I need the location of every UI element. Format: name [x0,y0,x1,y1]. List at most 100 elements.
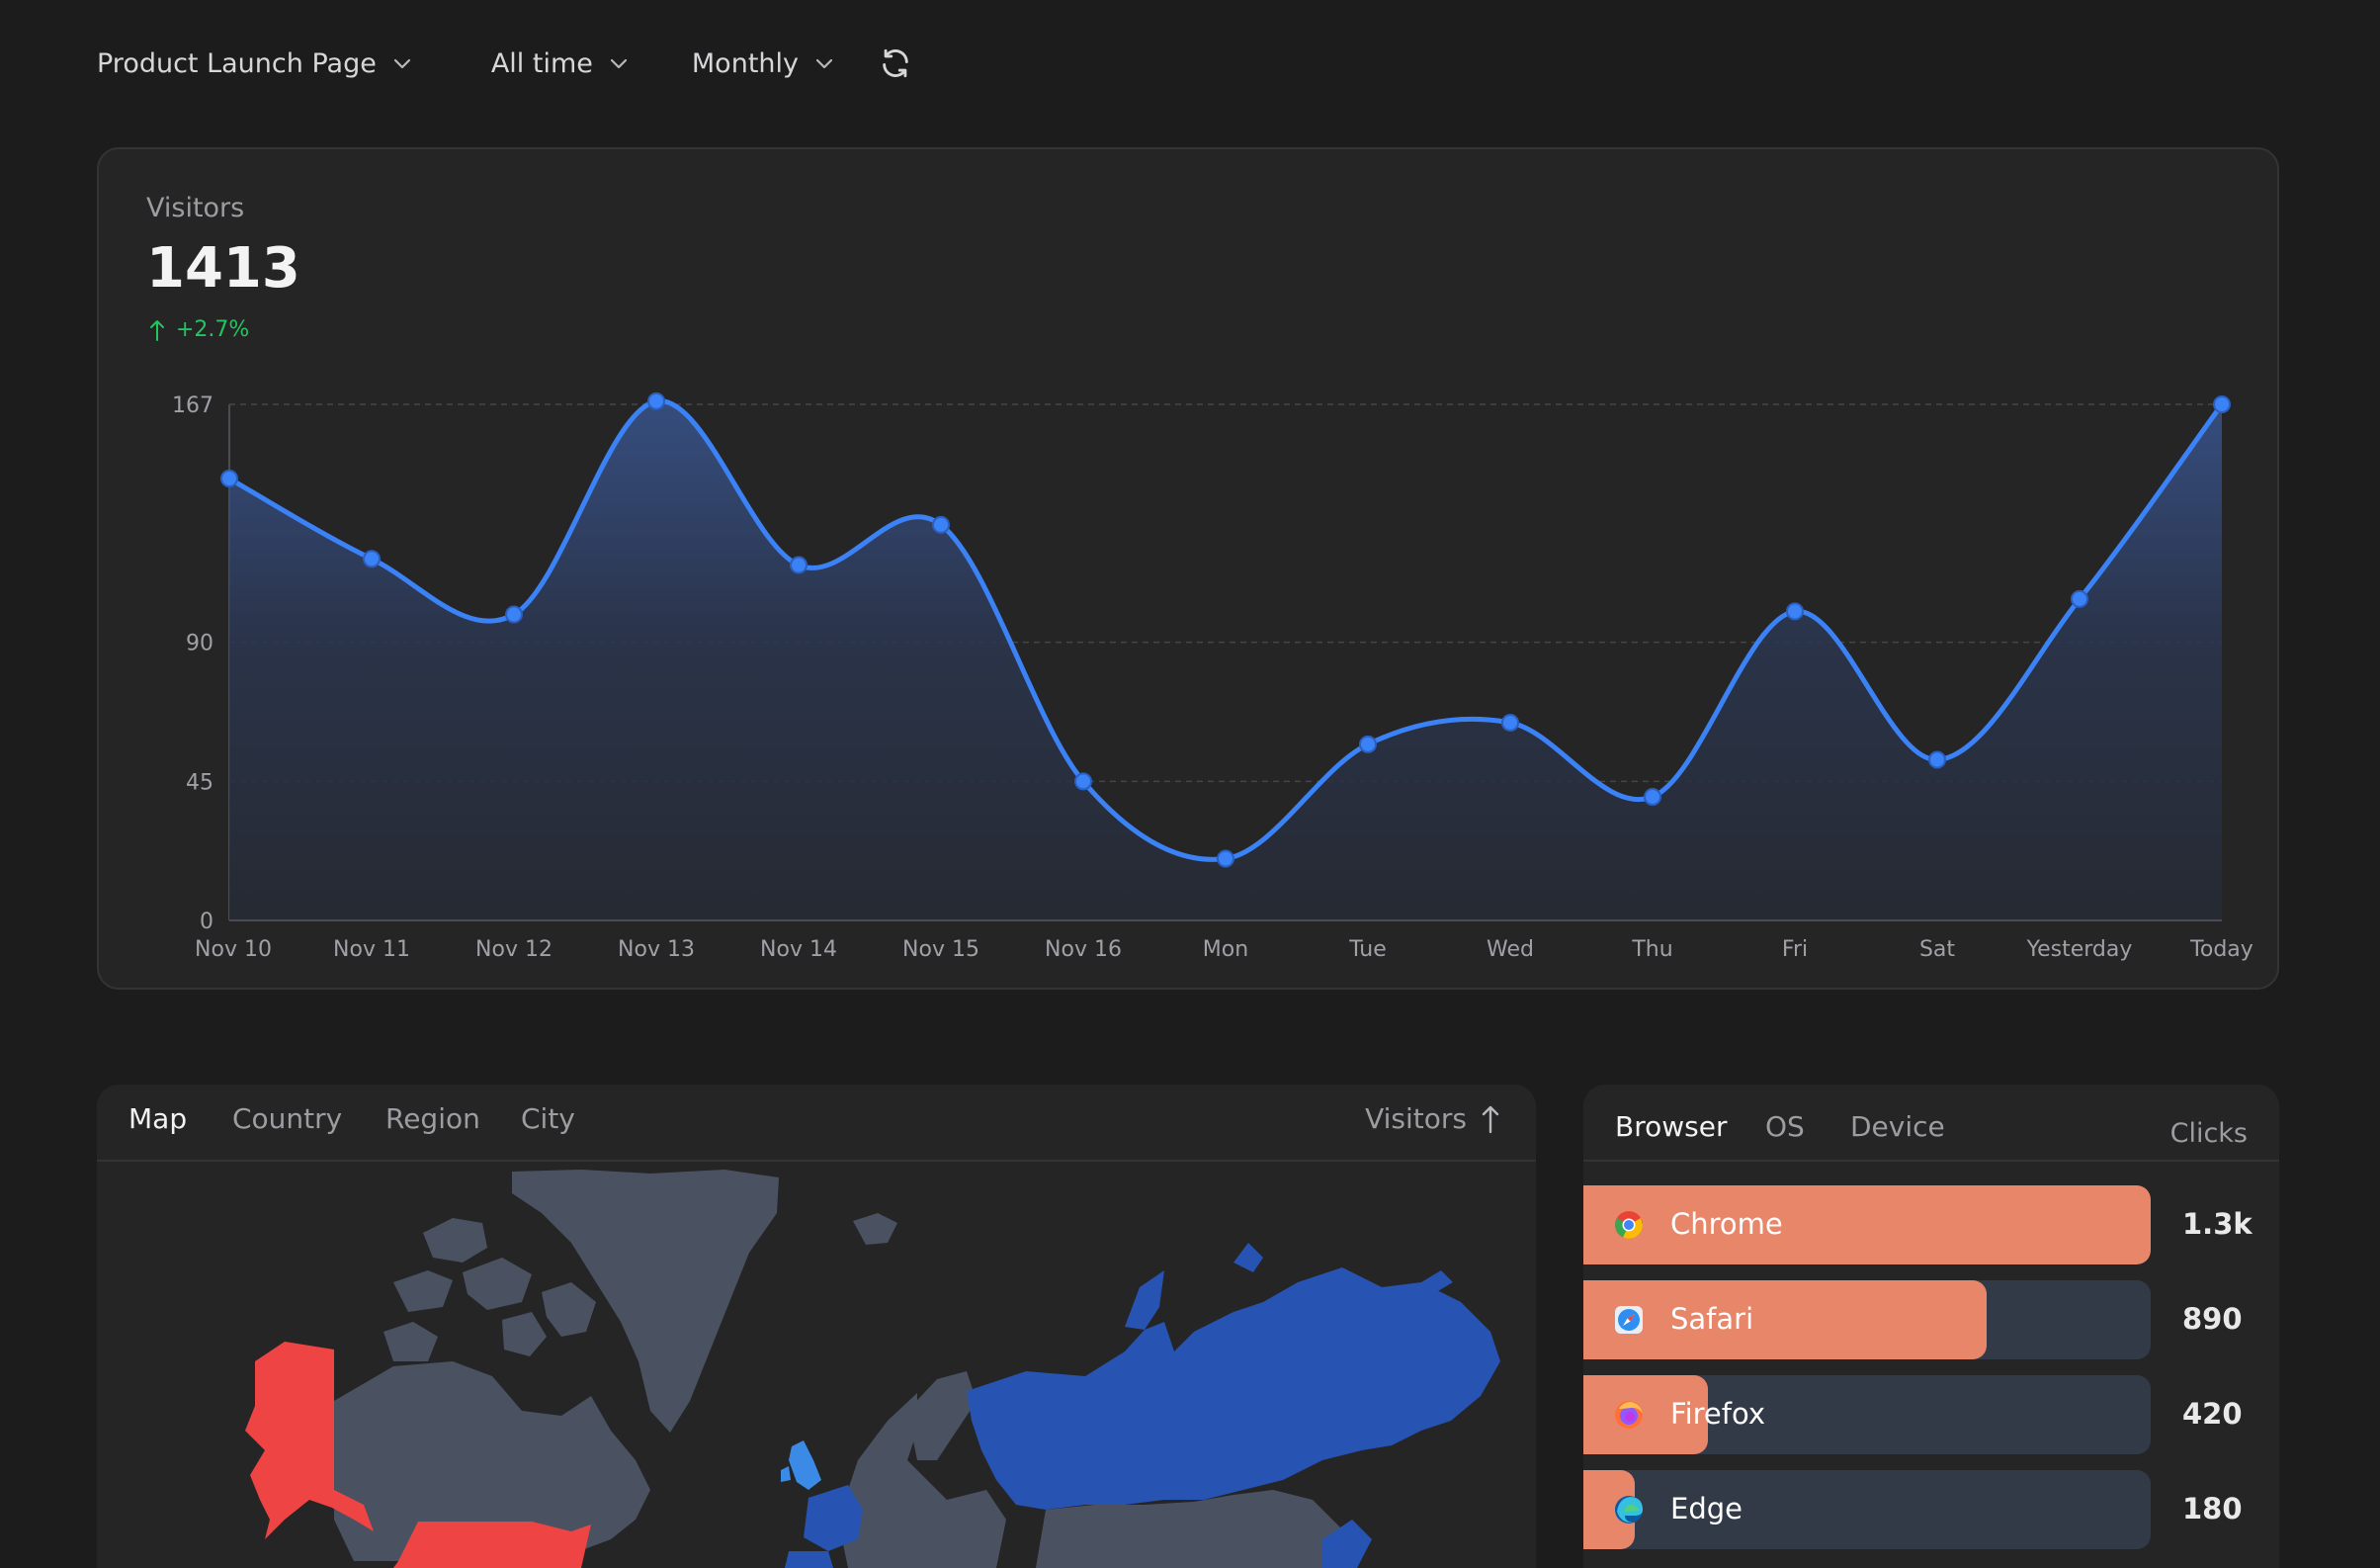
tab-os[interactable]: OS [1765,1110,1805,1143]
chart-area [229,400,2222,920]
x-tick-label: Nov 15 [902,937,979,962]
visitors-card: Visitors 1413 +2.7% 0 45 90 167 Nov 10 Nov 11… [97,147,2279,990]
x-tick-label: Sat [1919,937,1955,962]
x-tick-label: Yesterday [2026,937,2133,962]
refresh-button[interactable] [870,38,921,89]
browser-tabs: Browser OS Device Clicks [1583,1085,2279,1162]
y-tick-label: 45 [186,770,213,795]
x-tick-label: Tue [1348,937,1387,962]
browser-row-safari[interactable]: Safari 890 [1583,1280,2279,1359]
sort-visitors-button[interactable]: Visitors [1365,1102,1500,1135]
bar-track [1583,1470,2151,1549]
browser-panel: Browser OS Device Clicks Chrome 1.3k Saf… [1583,1085,2279,1568]
region-greenland [512,1170,779,1433]
data-point [2071,589,2088,608]
arrow-up-icon [1482,1105,1499,1133]
x-tick-label: Mon [1203,937,1248,962]
data-point [1786,602,1804,621]
data-point [1074,772,1092,791]
browser-name: Edge [1670,1492,1742,1525]
visitors-delta: +2.7% [148,317,249,342]
tab-city[interactable]: City [521,1102,575,1135]
bar-track [1583,1375,2151,1454]
chevron-down-icon [610,58,627,69]
data-point [363,550,381,568]
x-tick-label: Nov 16 [1045,937,1122,962]
page-select[interactable]: Product Launch Page [73,38,438,89]
y-tick-label: 90 [186,632,213,656]
data-point [1501,713,1519,732]
region-canada [334,1361,650,1561]
chrome-icon [1615,1211,1643,1239]
y-tick-label: 167 [172,393,213,418]
bar-fill [1583,1375,1709,1454]
safari-icon [1615,1306,1643,1334]
visitors-chart: 0 45 90 167 Nov 10 Nov 11 Nov 12 Nov 13 Nov 14 No… [172,392,2253,962]
data-point [505,605,523,624]
visitors-total: 1413 [146,236,300,301]
geo-tabs: Map Country Region City Visitors [97,1085,1536,1162]
x-tick-label: Nov 14 [760,937,837,962]
region-france [804,1485,863,1551]
visitors-delta-value: +2.7% [176,317,250,342]
data-point [1217,849,1234,868]
bar-track [1583,1280,2151,1359]
chevron-down-icon [815,58,833,69]
interval-select-label: Monthly [691,47,799,79]
tab-browser[interactable]: Browser [1615,1110,1728,1143]
data-point [932,515,950,534]
tab-country[interactable]: Country [232,1102,343,1135]
region-russia [967,1267,1500,1510]
x-tick-label: Today [2189,937,2253,962]
browser-name: Firefox [1670,1397,1765,1431]
browser-clicks: 1.3k [2182,1207,2252,1241]
page-select-label: Product Launch Page [97,47,377,79]
geo-panel: Map Country Region City Visitors [97,1085,1536,1568]
visitors-label: Visitors [146,193,245,223]
region-usa [393,1522,591,1568]
interval-select[interactable]: Monthly [668,38,860,89]
browser-row-chrome[interactable]: Chrome 1.3k [1583,1185,2279,1264]
data-point [1644,787,1661,806]
x-tick-label: Nov 13 [618,937,695,962]
firefox-icon [1615,1401,1643,1429]
region-uk [789,1440,821,1490]
data-point [2213,395,2231,413]
bar-track [1583,1185,2151,1264]
region-alaska [245,1342,374,1539]
x-tick-label: Nov 12 [475,937,552,962]
x-tick-label: Wed [1487,937,1534,962]
data-point [790,556,808,574]
data-point [1928,750,1946,769]
x-tick-label: Nov 10 [195,937,272,962]
browser-clicks: 180 [2182,1492,2243,1525]
tab-map[interactable]: Map [128,1102,188,1135]
data-point [1359,735,1377,753]
browser-row-edge[interactable]: Edge 180 [1583,1470,2279,1549]
x-tick-label: Fri [1782,937,1808,962]
tab-region[interactable]: Region [385,1102,480,1135]
range-select[interactable]: All time [468,38,654,89]
tab-device[interactable]: Device [1850,1110,1945,1143]
browser-clicks: 890 [2182,1302,2243,1336]
data-point [647,392,665,410]
bar-fill [1583,1185,2151,1264]
browser-name: Safari [1670,1302,1754,1336]
edge-icon [1615,1496,1643,1524]
clicks-header: Clicks [2169,1118,2248,1149]
refresh-icon [883,48,908,78]
x-tick-label: Thu [1631,937,1672,962]
browser-clicks: 420 [2182,1397,2243,1431]
data-point [220,470,238,488]
y-tick-label: 0 [200,910,213,934]
x-tick-label: Nov 11 [333,937,410,962]
browser-row-firefox[interactable]: Firefox 420 [1583,1375,2279,1454]
arrow-up-icon [150,319,164,341]
browser-name: Chrome [1670,1207,1783,1241]
chevron-down-icon [393,58,410,69]
bar-fill [1583,1280,1987,1359]
world-map[interactable] [97,1164,1536,1568]
toolbar: Product Launch Page All time Monthly [97,38,921,89]
sort-label: Visitors [1365,1102,1467,1135]
range-select-label: All time [490,47,593,79]
